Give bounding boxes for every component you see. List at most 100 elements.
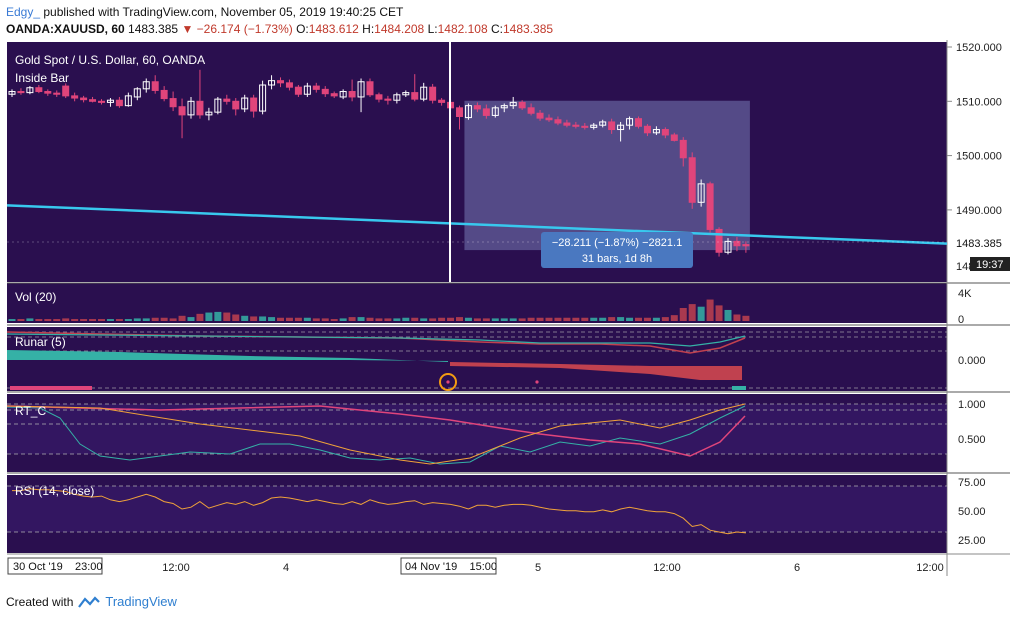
volume-bar xyxy=(590,317,598,321)
volume-bar xyxy=(17,319,25,321)
volume-bar xyxy=(142,318,150,321)
candle-up xyxy=(259,84,267,112)
volume-bar xyxy=(706,299,714,321)
candle-down xyxy=(80,97,88,101)
close-value: 1483.385 xyxy=(503,22,554,36)
runar-maroon-area xyxy=(450,362,742,380)
footer: Created with TradingView xyxy=(6,594,177,609)
candle-down xyxy=(563,122,571,126)
down-arrow-icon: ▼ xyxy=(181,22,194,36)
time-tick: 4 xyxy=(283,562,289,574)
trendline[interactable] xyxy=(6,204,948,245)
volume-bar xyxy=(679,308,687,321)
volume-bar xyxy=(464,317,472,321)
candle-up xyxy=(357,81,365,98)
runar-marker-bar xyxy=(732,386,746,390)
candle-up xyxy=(241,97,249,110)
volume-bar xyxy=(115,319,123,321)
close-label: C: xyxy=(491,22,503,36)
candle-up xyxy=(106,99,114,103)
volume-bar xyxy=(643,317,651,321)
candlestick-series xyxy=(8,69,750,257)
candle-down xyxy=(366,81,374,96)
time-tick: 12:00 xyxy=(653,562,681,574)
time-badge xyxy=(970,257,1010,271)
rtc-pink-line xyxy=(6,405,746,457)
candle-down xyxy=(715,228,723,253)
volume-bar xyxy=(527,317,535,321)
volume-bar xyxy=(35,319,43,321)
circle-annotation[interactable] xyxy=(439,373,457,391)
volume-bar xyxy=(178,315,186,321)
volume-bar xyxy=(456,317,463,321)
time-tick: 6 xyxy=(794,562,800,574)
price-badge xyxy=(948,236,1010,250)
candle-down xyxy=(89,99,97,102)
price-tick: 1490.000 xyxy=(956,205,1002,217)
signal-dot xyxy=(535,380,539,384)
volume-bar xyxy=(715,305,723,321)
chart-area[interactable]: Gold Spot / U.S. Dollar, 60, OANDA Insid… xyxy=(0,40,1018,586)
candle-up xyxy=(697,183,705,203)
volume-bar xyxy=(339,318,347,321)
candle-down xyxy=(384,98,392,101)
time-tick: 12:00 xyxy=(916,562,944,574)
volume-bar xyxy=(232,314,240,321)
candle-up xyxy=(590,124,598,128)
runar-teal-area xyxy=(7,350,448,362)
candle-up xyxy=(420,86,428,100)
candle-up xyxy=(393,94,401,101)
candle-down xyxy=(232,100,240,110)
candle-down xyxy=(688,157,696,203)
volume-bar xyxy=(133,318,141,321)
volume-bar xyxy=(545,317,553,321)
candle-down xyxy=(169,98,177,108)
candle-down xyxy=(223,98,231,102)
candle-down xyxy=(456,107,463,118)
measure-label-box xyxy=(541,232,693,268)
candle-down xyxy=(53,92,61,95)
created-with-text: Created with xyxy=(6,594,74,609)
volume-bar xyxy=(214,311,222,321)
candle-down xyxy=(71,95,79,99)
rsi-label: RSI (14, close) xyxy=(15,484,94,498)
volume-bar xyxy=(250,316,258,321)
volume-pane[interactable] xyxy=(7,283,947,323)
volume-bar xyxy=(223,312,231,321)
volume-bar xyxy=(500,318,508,321)
volume-bar xyxy=(482,318,490,321)
candle-down xyxy=(98,100,105,103)
candle-up xyxy=(724,240,732,253)
candle-down xyxy=(44,91,52,94)
volume-bar xyxy=(402,317,410,321)
volume-bar xyxy=(205,312,213,321)
tradingview-brand[interactable]: TradingView xyxy=(105,594,177,609)
volume-series xyxy=(8,299,750,321)
candle-up xyxy=(205,111,213,116)
rsi-band xyxy=(7,486,947,532)
time-tick: 5 xyxy=(535,562,541,574)
rtc-tick: 1.000 xyxy=(958,399,986,411)
volume-bar xyxy=(617,317,625,321)
volume-bar xyxy=(635,317,642,321)
volume-bar xyxy=(80,319,88,321)
candle-down xyxy=(62,85,70,97)
volume-bar xyxy=(53,319,61,321)
volume-bar xyxy=(420,318,428,321)
candle-up xyxy=(491,107,499,116)
volume-bar xyxy=(411,317,419,321)
candle-up xyxy=(464,105,472,119)
candle-up xyxy=(303,85,311,95)
candle-down xyxy=(643,125,651,134)
candle-down xyxy=(285,82,293,88)
runar-tick: 0.000 xyxy=(958,355,986,367)
candle-down xyxy=(554,119,562,124)
volume-bar xyxy=(742,315,750,321)
author-name[interactable]: Edgy_ xyxy=(6,5,41,19)
open-label: O: xyxy=(296,22,309,36)
last-price: 1483.385 xyxy=(128,22,179,36)
volume-bar xyxy=(563,317,571,321)
volume-bar xyxy=(626,317,634,321)
marker-date-badge xyxy=(400,557,497,575)
candle-down xyxy=(250,97,258,112)
